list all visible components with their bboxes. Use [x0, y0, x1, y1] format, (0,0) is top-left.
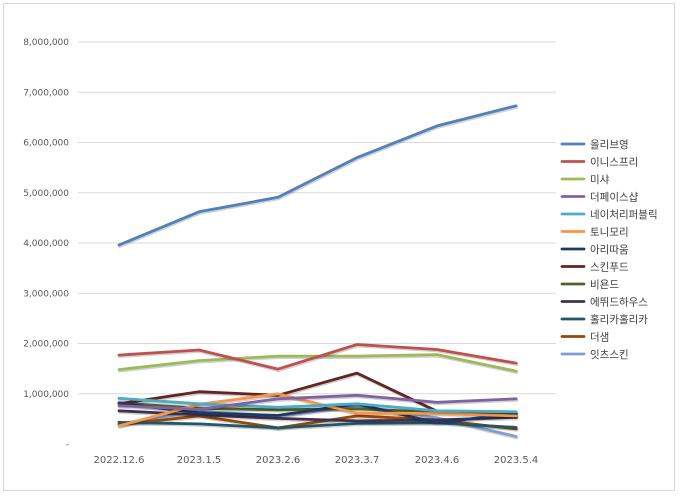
- series-lines: [117, 104, 519, 440]
- series-line: [117, 401, 518, 425]
- x-tick-label: 2023.4.6: [415, 455, 460, 466]
- x-axis-tick-labels: 2022.12.6 2023.1.5 2023.2.6 2023.3.7 2023.4.…: [94, 455, 539, 466]
- y-tick-label: 5,000,000: [23, 189, 69, 199]
- series-line: [117, 396, 518, 414]
- legend-label: 올리브영: [590, 139, 629, 151]
- legend-label: 아리따움: [590, 244, 629, 256]
- legend-label: 더샘: [590, 332, 609, 344]
- series-line: [117, 343, 518, 371]
- y-tick-label: -: [66, 440, 69, 450]
- x-tick-label: 2022.12.6: [94, 455, 145, 466]
- legend-label: 잇츠스킨: [590, 349, 629, 361]
- x-tick-label: 2023.3.7: [335, 455, 380, 466]
- legend-label: 이니스프리: [590, 157, 638, 169]
- series-line: [117, 420, 518, 430]
- series-line: [117, 104, 518, 247]
- legend-label: 비욘드: [590, 279, 619, 291]
- x-tick-label: 2023.5.4: [494, 455, 539, 466]
- x-tick-label: 2023.2.6: [256, 455, 301, 466]
- x-tick-label: 2023.1.5: [177, 455, 222, 466]
- legend-label: 홀리카홀리카: [590, 313, 648, 326]
- series-line: [117, 393, 518, 411]
- y-axis-tick-labels: - 1,000,000 2,000,000 3,000,000 4,000,000 5,0…: [23, 38, 69, 450]
- gridlines: [78, 41, 556, 395]
- y-tick-label: 8,000,000: [23, 38, 69, 48]
- y-tick-label: 2,000,000: [23, 340, 69, 350]
- legend-label: 스킨푸드: [590, 262, 629, 274]
- legend-label: 더페이스샵: [590, 192, 639, 204]
- legend-label: 토니모리: [590, 227, 629, 239]
- legend: 올리브영이니스프리미샤더페이스샵네이처리퍼블릭토니모리아리따움스킨푸드비욘드에뛰…: [560, 139, 658, 361]
- legend-label: 네이처리퍼블릭: [590, 209, 658, 221]
- y-tick-label: 7,000,000: [23, 88, 69, 98]
- y-tick-label: 6,000,000: [23, 139, 69, 149]
- y-tick-label: 1,000,000: [23, 390, 69, 400]
- series-line: [117, 409, 518, 423]
- legend-label: 에뛰드하우스: [590, 296, 648, 309]
- legend-label: 미샤: [590, 174, 610, 186]
- y-tick-label: 4,000,000: [23, 239, 69, 249]
- y-tick-label: 3,000,000: [23, 289, 69, 299]
